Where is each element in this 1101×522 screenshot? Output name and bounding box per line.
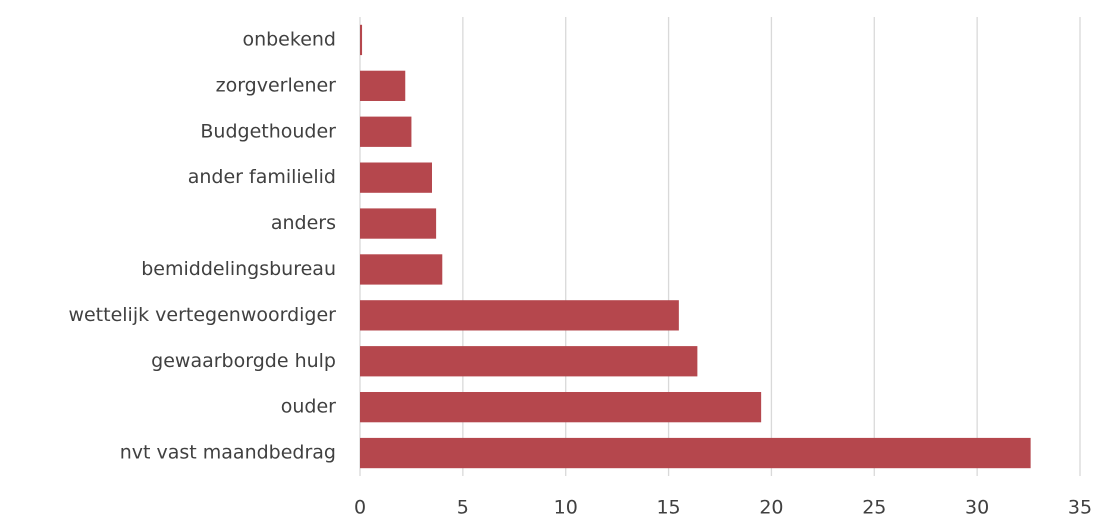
bar [360, 346, 698, 377]
bar [360, 392, 762, 423]
y-tick-label: ander familielid [188, 166, 336, 188]
y-tick-label: gewaarborgde hulp [151, 350, 336, 372]
y-tick-label: nvt vast maandbedrag [120, 442, 336, 464]
bar [360, 70, 406, 101]
y-tick-label: Budgethouder [200, 120, 336, 142]
x-tick-label: 0 [354, 497, 366, 519]
y-tick-label: zorgverlener [216, 74, 337, 96]
bar [360, 254, 443, 285]
y-tick-label: bemiddelingsbureau [141, 258, 336, 280]
bar [360, 437, 1031, 469]
bar [360, 300, 679, 331]
y-tick-label: ouder [281, 396, 336, 418]
bar [360, 116, 412, 147]
x-tick-label: 30 [965, 497, 989, 519]
x-tick-label: 15 [656, 497, 680, 519]
y-tick-label: anders [271, 212, 336, 234]
bar [360, 208, 437, 239]
x-tick-label: 5 [457, 497, 469, 519]
x-tick-label: 35 [1068, 497, 1092, 519]
bar [360, 162, 432, 193]
y-tick-label: wettelijk vertegenwoordiger [68, 304, 336, 326]
bar [360, 24, 363, 56]
x-tick-label: 10 [554, 497, 578, 519]
y-tick-label: onbekend [242, 28, 336, 50]
x-tick-label: 25 [862, 497, 886, 519]
x-tick-label: 20 [759, 497, 783, 519]
